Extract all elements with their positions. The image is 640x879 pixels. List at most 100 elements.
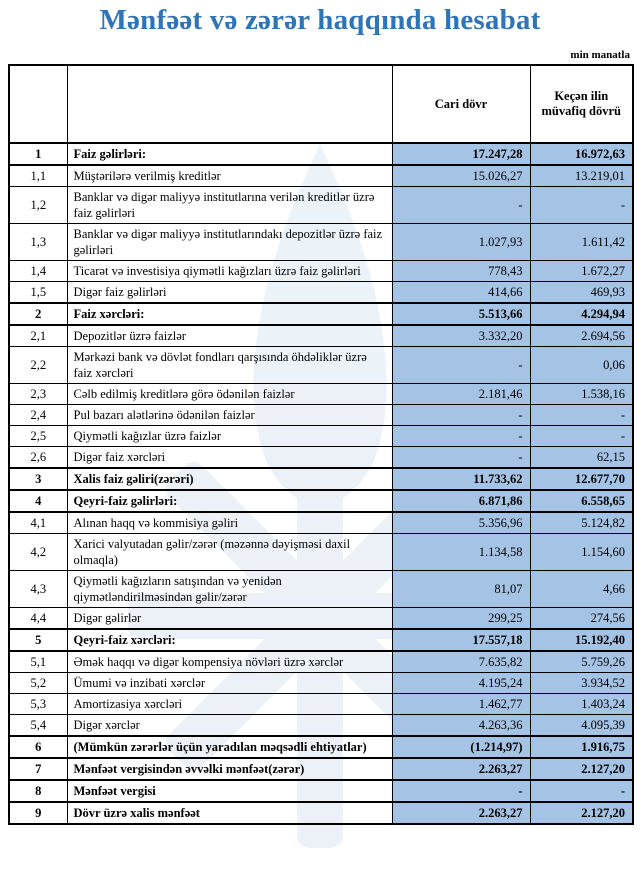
table-row: 1,2 Banklar və digər maliyyə institutlar… — [8, 186, 634, 224]
header-row: Cari dövr Keçən ilin müvafiq dövrü — [8, 64, 634, 144]
row-label: Dövr üzrə xalis mənfəət — [66, 801, 393, 825]
row-current-value: 1.462,77 — [391, 693, 531, 715]
row-previous-value: 2.694,56 — [529, 324, 634, 347]
row-label: Pul bazarı alətlərinə ödənilən faizlər — [66, 404, 393, 426]
row-previous-value: - — [529, 404, 634, 426]
row-label: Banklar və digər maliyyə institutlarına … — [66, 186, 393, 224]
row-number: 9 — [8, 801, 68, 825]
row-previous-value: 5.759,26 — [529, 650, 634, 673]
profit-loss-table: Cari dövr Keçən ilin müvafiq dövrü 1 Fai… — [8, 64, 634, 825]
row-previous-value: 469,93 — [529, 281, 634, 304]
row-number: 5,4 — [8, 714, 68, 737]
table-row: 2,3 Cəlb edilmiş kreditlərə görə ödənilə… — [8, 383, 634, 405]
row-current-value: 2.181,46 — [391, 383, 531, 405]
row-current-value: 6.871,86 — [391, 489, 531, 513]
row-number: 5,3 — [8, 693, 68, 715]
header-number-cell — [8, 64, 68, 144]
row-label: Qeyri-faiz xərcləri: — [66, 628, 393, 652]
row-current-value: 15.026,27 — [391, 164, 531, 187]
row-number: 1,4 — [8, 260, 68, 282]
table-row: 4,1 Alınan haqq və kommisiya gəliri 5.35… — [8, 511, 634, 534]
row-number: 8 — [8, 779, 68, 803]
row-previous-value: 13.219,01 — [529, 164, 634, 187]
row-label: Mərkəzi bank və dövlət fondları qarşısın… — [66, 346, 393, 384]
row-previous-value: 12.677,70 — [529, 467, 634, 491]
table-row: 4 Qeyri-faiz gəlirləri: 6.871,86 6.558,6… — [8, 489, 634, 513]
row-label: Əmək haqqı və digər kompensiya növləri ü… — [66, 650, 393, 673]
row-previous-value: 1.538,16 — [529, 383, 634, 405]
row-number: 4,1 — [8, 511, 68, 534]
row-number: 1,1 — [8, 164, 68, 187]
table-row: 9 Dövr üzrə xalis mənfəət 2.263,27 2.127… — [8, 801, 634, 825]
row-current-value: 4.195,24 — [391, 672, 531, 694]
row-number: 1 — [8, 142, 68, 166]
row-label: Qiymətli kağızlar üzrə faizlər — [66, 425, 393, 447]
row-label: Xalis faiz gəliri(zərəri) — [66, 467, 393, 491]
row-current-value: - — [391, 404, 531, 426]
row-current-value: 1.027,93 — [391, 223, 531, 261]
row-current-value: - — [391, 186, 531, 224]
row-label: Müştərilərə verilmiş kreditlər — [66, 164, 393, 187]
row-label: Alınan haqq və kommisiya gəliri — [66, 511, 393, 534]
row-current-value: 17.557,18 — [391, 628, 531, 652]
row-previous-value: 5.124,82 — [529, 511, 634, 534]
row-previous-value: 2.127,20 — [529, 801, 634, 825]
table-row: 2,6 Digər faiz xərcləri - 62,15 — [8, 446, 634, 469]
row-previous-value: 4,66 — [529, 570, 634, 608]
row-previous-value: 1.154,60 — [529, 533, 634, 571]
row-previous-value: 6.558,65 — [529, 489, 634, 513]
row-previous-value: 1.403,24 — [529, 693, 634, 715]
table-row: 6 (Mümkün zərərlər üçün yaradılan məqsəd… — [8, 735, 634, 759]
table-row: 2,2 Mərkəzi bank və dövlət fondları qarş… — [8, 346, 634, 384]
table-row: 4,4 Digər gəlirlər 299,25 274,56 — [8, 607, 634, 630]
row-number: 2,2 — [8, 346, 68, 384]
row-label: Qeyri-faiz gəlirləri: — [66, 489, 393, 513]
row-number: 4,3 — [8, 570, 68, 608]
row-previous-value: 15.192,40 — [529, 628, 634, 652]
row-number: 2,1 — [8, 324, 68, 347]
row-label: Depozitlər üzrə faizlər — [66, 324, 393, 347]
row-current-value: 414,66 — [391, 281, 531, 304]
row-current-value: - — [391, 425, 531, 447]
table-row: 1,1 Müştərilərə verilmiş kreditlər 15.02… — [8, 164, 634, 187]
row-number: 4,2 — [8, 533, 68, 571]
row-current-value: 11.733,62 — [391, 467, 531, 491]
row-number: 2,3 — [8, 383, 68, 405]
row-current-value: 2.263,27 — [391, 801, 531, 825]
row-number: 3 — [8, 467, 68, 491]
table-row: 2,5 Qiymətli kağızlar üzrə faizlər - - — [8, 425, 634, 447]
row-current-value: 7.635,82 — [391, 650, 531, 673]
table-row: 2,1 Depozitlər üzrə faizlər 3.332,20 2.6… — [8, 324, 634, 347]
table-row: 3 Xalis faiz gəliri(zərəri) 11.733,62 12… — [8, 467, 634, 491]
table-row: 1 Faiz gəlirləri: 17.247,28 16.972,63 — [8, 142, 634, 166]
row-previous-value: 4.294,94 — [529, 302, 634, 326]
table-row: 5,2 Ümumi və inzibati xərclər 4.195,24 3… — [8, 672, 634, 694]
row-previous-value: 3.934,52 — [529, 672, 634, 694]
row-number: 6 — [8, 735, 68, 759]
row-number: 2 — [8, 302, 68, 326]
row-label: (Mümkün zərərlər üçün yaradılan məqsədli… — [66, 735, 393, 759]
row-label: Qiymətli kağızların satışından və yenidə… — [66, 570, 393, 608]
row-label: Digər xərclər — [66, 714, 393, 737]
row-label: Amortizasiya xərcləri — [66, 693, 393, 715]
row-previous-value: 1.611,42 — [529, 223, 634, 261]
table-row: 5 Qeyri-faiz xərcləri: 17.557,18 15.192,… — [8, 628, 634, 652]
row-label: Banklar və digər maliyyə institutlarında… — [66, 223, 393, 261]
table-row: 1,3 Banklar və digər maliyyə institutlar… — [8, 223, 634, 261]
table-row: 7 Mənfəət vergisindən əvvəlki mənfəət(zə… — [8, 757, 634, 781]
row-label: Ticarət və investisiya qiymətli kağızlar… — [66, 260, 393, 282]
row-previous-value: 0,06 — [529, 346, 634, 384]
row-label: Faiz gəlirləri: — [66, 142, 393, 166]
row-previous-value: 2.127,20 — [529, 757, 634, 781]
table-row: 1,5 Digər faiz gəlirləri 414,66 469,93 — [8, 281, 634, 304]
table-header: Cari dövr Keçən ilin müvafiq dövrü — [8, 64, 634, 144]
row-number: 2,5 — [8, 425, 68, 447]
row-number: 2,6 — [8, 446, 68, 469]
row-number: 1,5 — [8, 281, 68, 304]
report-table-body: 1 Faiz gəlirləri: 17.247,28 16.972,63 1,… — [8, 142, 634, 825]
row-number: 1,3 — [8, 223, 68, 261]
row-current-value: 81,07 — [391, 570, 531, 608]
row-label: Digər faiz gəlirləri — [66, 281, 393, 304]
row-label: Digər gəlirlər — [66, 607, 393, 630]
row-current-value: 3.332,20 — [391, 324, 531, 347]
